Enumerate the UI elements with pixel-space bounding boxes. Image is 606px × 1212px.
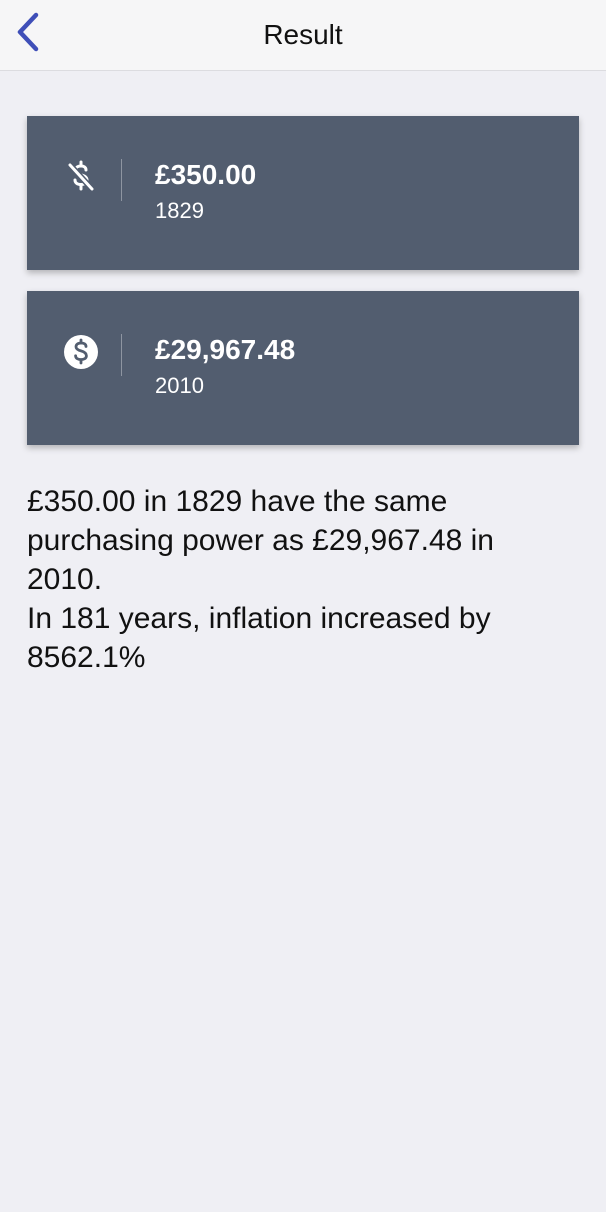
dollar-circle-icon: [63, 334, 99, 370]
original-amount: £350.00: [155, 159, 257, 190]
original-year: 1829: [155, 198, 204, 223]
card-divider: [121, 334, 122, 376]
summary-inflation: In 181 years, inflation increased by 856…: [27, 602, 491, 674]
original-amount-card: £350.00 1829: [27, 116, 579, 270]
adjusted-year: 2010: [155, 373, 204, 398]
summary-purchasing-power: £350.00 in 1829 have the same purchasing…: [27, 485, 494, 596]
adjusted-amount-card: £29,967.48 2010: [27, 291, 579, 445]
app-header: Result: [0, 0, 606, 71]
back-button[interactable]: [8, 10, 48, 58]
adjusted-amount: £29,967.48: [155, 334, 296, 365]
card-divider: [121, 159, 122, 201]
chevron-left-icon: [14, 11, 42, 58]
no-dollar-icon: [63, 159, 99, 195]
result-summary: £350.00 in 1829 have the same purchasing…: [27, 482, 567, 677]
page-title: Result: [263, 19, 343, 50]
